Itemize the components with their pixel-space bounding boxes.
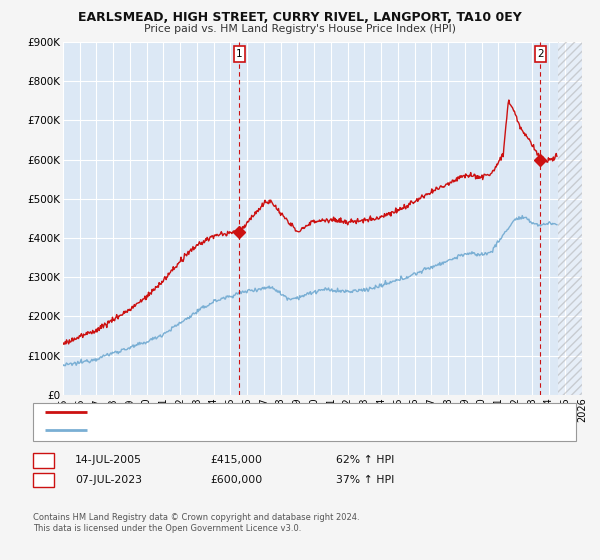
Text: This data is licensed under the Open Government Licence v3.0.: This data is licensed under the Open Gov… xyxy=(33,524,301,533)
Text: 37% ↑ HPI: 37% ↑ HPI xyxy=(336,475,394,485)
Text: 07-JUL-2023: 07-JUL-2023 xyxy=(75,475,142,485)
Text: 2: 2 xyxy=(537,49,544,59)
Text: 2: 2 xyxy=(40,475,47,485)
Text: 1: 1 xyxy=(40,455,47,465)
Text: 14-JUL-2005: 14-JUL-2005 xyxy=(75,455,142,465)
Text: HPI: Average price, detached house, Somerset: HPI: Average price, detached house, Some… xyxy=(93,426,314,435)
Text: 62% ↑ HPI: 62% ↑ HPI xyxy=(336,455,394,465)
Text: £600,000: £600,000 xyxy=(210,475,262,485)
Text: EARLSMEAD, HIGH STREET, CURRY RIVEL, LANGPORT, TA10 0EY: EARLSMEAD, HIGH STREET, CURRY RIVEL, LAN… xyxy=(78,11,522,24)
Text: Price paid vs. HM Land Registry's House Price Index (HPI): Price paid vs. HM Land Registry's House … xyxy=(144,24,456,34)
Text: £415,000: £415,000 xyxy=(210,455,262,465)
Text: Contains HM Land Registry data © Crown copyright and database right 2024.: Contains HM Land Registry data © Crown c… xyxy=(33,513,359,522)
Text: 1: 1 xyxy=(236,49,243,59)
Text: EARLSMEAD, HIGH STREET, CURRY RIVEL,  LANGPORT,  TA10 0EY (detached house): EARLSMEAD, HIGH STREET, CURRY RIVEL, LAN… xyxy=(93,408,488,417)
